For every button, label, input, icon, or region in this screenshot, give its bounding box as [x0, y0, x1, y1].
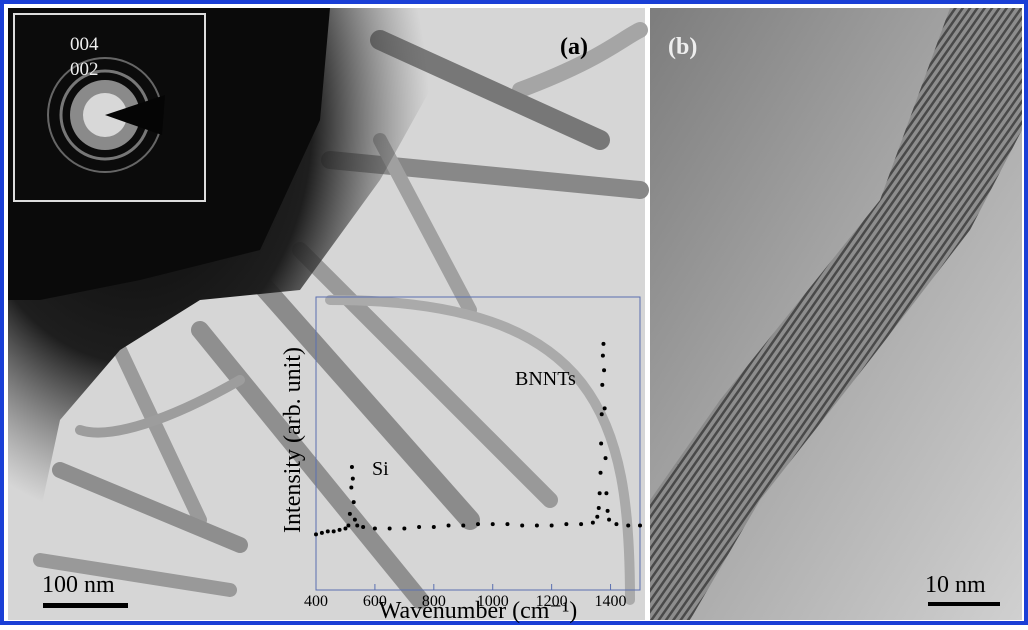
data-point — [601, 342, 605, 346]
data-point — [602, 368, 606, 372]
x-tick-label: 1000 — [477, 593, 509, 610]
data-point — [332, 529, 336, 533]
data-point — [349, 485, 353, 489]
data-point — [564, 522, 568, 526]
data-point — [447, 524, 451, 528]
data-point — [352, 500, 356, 504]
x-tick-label: 1400 — [595, 593, 627, 610]
data-point — [597, 506, 601, 510]
data-point — [346, 524, 350, 528]
data-point — [432, 525, 436, 529]
data-point — [353, 518, 357, 522]
data-point — [417, 525, 421, 529]
saed-label: 002 — [70, 59, 99, 80]
data-point — [535, 524, 539, 528]
data-point — [351, 477, 355, 481]
panel-label: (a) — [560, 34, 588, 60]
data-point — [348, 512, 352, 516]
data-point — [338, 528, 342, 532]
data-point — [320, 531, 324, 535]
data-point — [476, 522, 480, 526]
scale-bar — [43, 603, 128, 608]
data-point — [505, 522, 509, 526]
x-tick-label: 1200 — [536, 593, 568, 610]
x-tick-label: 400 — [304, 593, 328, 610]
data-point — [388, 526, 392, 530]
data-point — [520, 524, 524, 528]
saed-label: 004 — [70, 34, 99, 55]
y-axis-label: Intensity (arb. unit) — [280, 347, 306, 533]
data-point — [599, 471, 603, 475]
data-point — [606, 509, 610, 513]
data-point — [326, 529, 330, 533]
data-point — [595, 515, 599, 519]
data-point — [598, 491, 602, 495]
data-point — [604, 456, 608, 460]
data-point — [461, 524, 465, 528]
data-point — [350, 465, 354, 469]
data-point — [600, 383, 604, 387]
annotation: BNNTs — [515, 368, 576, 390]
data-point — [355, 524, 359, 528]
data-point — [626, 524, 630, 528]
data-point — [600, 412, 604, 416]
data-point — [614, 522, 618, 526]
annotation: Si — [372, 458, 389, 480]
scale-bar-label: 100 nm — [42, 572, 115, 598]
data-point — [638, 524, 642, 528]
data-point — [361, 525, 365, 529]
data-point — [607, 518, 611, 522]
scale-bar — [928, 602, 1000, 606]
saed-inset — [14, 14, 205, 201]
x-tick-label: 800 — [422, 593, 446, 610]
data-point — [603, 406, 607, 410]
data-point — [599, 442, 603, 446]
data-point — [550, 524, 554, 528]
data-point — [591, 521, 595, 525]
data-point — [373, 526, 377, 530]
figure: 004 002 (a) 100 nm (b) 10 nm Intensity (… — [0, 0, 1028, 625]
data-point — [579, 522, 583, 526]
panel-b-image — [650, 8, 1022, 620]
data-point — [314, 532, 318, 536]
page: {"figure": {"panel_a_label": "(a)", "pan… — [0, 0, 1028, 625]
x-tick-label: 600 — [363, 593, 387, 610]
data-point — [491, 522, 495, 526]
scale-bar-label: 10 nm — [925, 572, 986, 598]
data-point — [601, 354, 605, 358]
panel-label: (b) — [668, 34, 697, 60]
data-point — [402, 526, 406, 530]
data-point — [343, 526, 347, 530]
data-point — [604, 491, 608, 495]
